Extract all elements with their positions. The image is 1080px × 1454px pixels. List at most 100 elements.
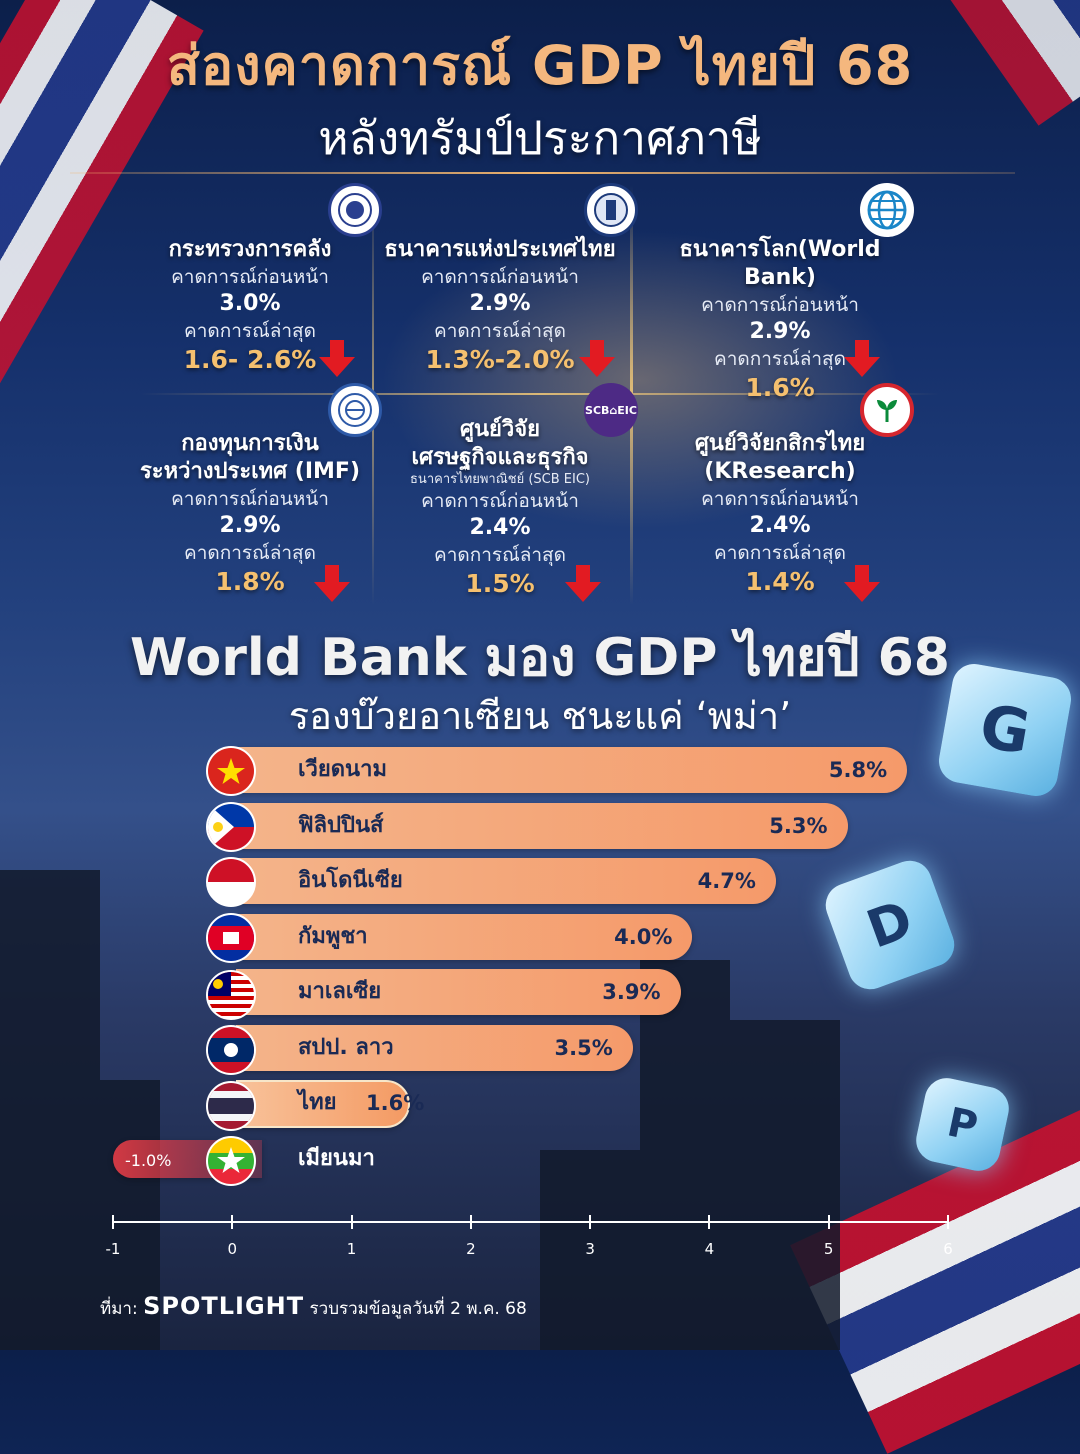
x-axis-tick (469, 1215, 472, 1229)
forecast-prev-label: คาดการณ์ก่อนหน้า (701, 294, 859, 316)
bar-1 (236, 747, 908, 793)
forecast-prev-value: 2.9% (469, 291, 531, 316)
x-axis-tick (231, 1215, 234, 1229)
gdp-cube-letter: G (935, 660, 1075, 800)
gdp-cube-letter: P (912, 1074, 1013, 1175)
forecast-card-ministry-of-finance: กระทรวงการคลัง คาดการณ์ก่อนหน้า 3.0% คาด… (110, 236, 390, 376)
ministry-of-finance-seal-icon (328, 183, 382, 237)
forecast-org-name-line2: ระหว่างประเทศ (IMF) (139, 459, 361, 484)
page-subtitle: หลังทรัมป์ประกาศภาษี (318, 111, 762, 165)
forecast-latest-label: คาดการณ์ล่าสุด (184, 542, 316, 564)
forecast-card-bank-of-thailand: ธนาคารแห่งประเทศไทย คาดการณ์ก่อนหน้า 2.9… (360, 236, 640, 376)
forecast-prev-label: คาดการณ์ก่อนหน้า (171, 488, 329, 510)
forecast-latest-label: คาดการณ์ล่าสุด (434, 544, 566, 566)
x-axis-tick (947, 1215, 949, 1229)
forecast-latest-value: 1.6- 2.6% (183, 345, 317, 374)
bar-value-label: 1.6% (366, 1091, 425, 1115)
forecast-card-kresearch: ศูนย์วิจัยกสิกรไทย (KResearch) คาดการณ์ก… (640, 430, 920, 598)
forecast-prev-value: 2.9% (219, 513, 281, 538)
gdp-cube-letter: D (819, 854, 961, 996)
forecast-org-name: กองทุนการเงิน (181, 431, 319, 456)
x-axis-tick-label: 6 (943, 1240, 953, 1258)
forecast-prev-value: 2.4% (749, 513, 811, 538)
grid-divider-horizontal (140, 393, 940, 395)
x-axis-tick (708, 1215, 711, 1229)
skyline-building (640, 960, 730, 1350)
malaysia-flag-icon (206, 970, 256, 1020)
forecast-latest-value: 1.5% (465, 569, 535, 598)
forecast-prev-label: คาดการณ์ก่อนหน้า (421, 266, 579, 288)
bar-category-label: ฟิลิปปินส์ (298, 813, 384, 838)
bar-6 (236, 1025, 633, 1071)
forecast-latest-value: 1.6% (745, 373, 815, 402)
cambodia-flag-icon (206, 913, 256, 963)
x-axis-tick (827, 1215, 830, 1229)
bar-category-label: เวียดนาม (298, 757, 387, 782)
x-axis-tick-label: 3 (585, 1240, 595, 1258)
world-bank-globe-icon (860, 183, 914, 237)
bar-4 (236, 914, 693, 960)
forecast-prev-value: 3.0% (219, 291, 281, 316)
forecast-org-name: ศูนย์วิจัย (459, 417, 541, 442)
source-note: รวบรวมข้อมูลวันที่ 2 พ.ค. 68 (309, 1299, 527, 1319)
page-title: ส่องคาดการณ์ GDP ไทยปี 68 (166, 34, 914, 97)
skyline-building (0, 870, 100, 1350)
bar-category-label: มาเลเซีย (298, 979, 382, 1004)
kbank-logo-icon (860, 383, 914, 437)
bar-category-label: ไทย (298, 1090, 337, 1115)
forecast-card-imf: กองทุนการเงิน ระหว่างประเทศ (IMF) คาดการ… (110, 430, 390, 598)
bar-category-label: อินโดนีเซีย (298, 868, 403, 893)
vietnam-flag-icon (206, 746, 256, 796)
bar-3 (236, 858, 776, 904)
x-axis-tick-label: 2 (466, 1240, 476, 1258)
x-axis-tick-label: 5 (823, 1240, 834, 1258)
forecast-prev-label: คาดการณ์ก่อนหน้า (171, 266, 329, 288)
bar-category-label: เมียนมา (298, 1146, 375, 1171)
x-axis-tick (350, 1215, 353, 1229)
x-axis-tick-label: 1 (346, 1240, 357, 1258)
forecast-org-subname: ธนาคารไทยพาณิชย์ (SCB EIC) (410, 472, 590, 487)
philippines-flag-icon (206, 802, 256, 852)
skyline-building (540, 1150, 640, 1350)
imf-seal-icon (328, 383, 382, 437)
bar-category-label: กัมพูชา (298, 924, 368, 949)
bar-value-label: 5.3% (769, 814, 828, 838)
scb-eic-logo-icon: SCB⌂EIC (584, 383, 638, 437)
bar-value-label: -1.0% (125, 1151, 172, 1170)
x-axis-tick-label: -1 (105, 1240, 121, 1258)
x-axis-tick-label: 4 (704, 1240, 715, 1258)
myanmar-flag-icon (206, 1136, 256, 1186)
forecast-org-name-line2: เศรษฐกิจและธุรกิจ (411, 445, 589, 470)
x-axis-tick-label: 0 (227, 1240, 238, 1258)
indonesia-flag-icon (206, 857, 256, 907)
forecast-latest-value: 1.4% (745, 567, 815, 596)
bar-2 (236, 803, 848, 849)
skyline-building (100, 1080, 160, 1350)
laos-flag-icon (206, 1025, 256, 1075)
forecast-prev-value: 2.9% (749, 319, 811, 344)
forecast-latest-value: 1.3%-2.0% (425, 345, 575, 374)
header-divider (70, 172, 1015, 174)
spotlight-brand-logo: SPOTLIGHT (143, 1292, 305, 1320)
bar-category-label: สปป. ลาว (298, 1035, 394, 1060)
x-axis-tick (112, 1215, 114, 1229)
bank-of-thailand-seal-icon (584, 183, 638, 237)
forecast-org-name: ศูนย์วิจัยกสิกรไทย (694, 431, 866, 456)
forecast-latest-label: คาดการณ์ล่าสุด (714, 542, 846, 564)
forecast-org-name: ธนาคารแห่งประเทศไทย (384, 237, 616, 262)
source-footer: ที่มา: SPOTLIGHT รวบรวมข้อมูลวันที่ 2 พ.… (100, 1292, 527, 1322)
bar-value-label: 4.7% (697, 869, 756, 893)
forecast-prev-value: 2.4% (469, 515, 531, 540)
thailand-flag-icon (206, 1081, 256, 1131)
forecast-org-name-line2: (KResearch) (704, 459, 856, 484)
forecast-latest-label: คาดการณ์ล่าสุด (184, 320, 316, 342)
forecast-prev-label: คาดการณ์ก่อนหน้า (421, 490, 579, 512)
forecast-card-world-bank: ธนาคารโลก(World Bank) คาดการณ์ก่อนหน้า 2… (640, 236, 920, 404)
x-axis-tick (589, 1215, 592, 1229)
forecast-card-scb-eic: ศูนย์วิจัย เศรษฐกิจและธุรกิจ ธนาคารไทยพา… (360, 416, 640, 600)
bar-5 (236, 969, 681, 1015)
forecast-latest-value: 1.8% (215, 567, 285, 596)
bar-value-label: 3.5% (554, 1036, 613, 1060)
section-subtitle: รองบ๊วยอาเซียน ชนะแค่ ‘พม่า’ (288, 694, 792, 738)
forecast-org-name: ธนาคารโลก(World Bank) (679, 237, 881, 290)
